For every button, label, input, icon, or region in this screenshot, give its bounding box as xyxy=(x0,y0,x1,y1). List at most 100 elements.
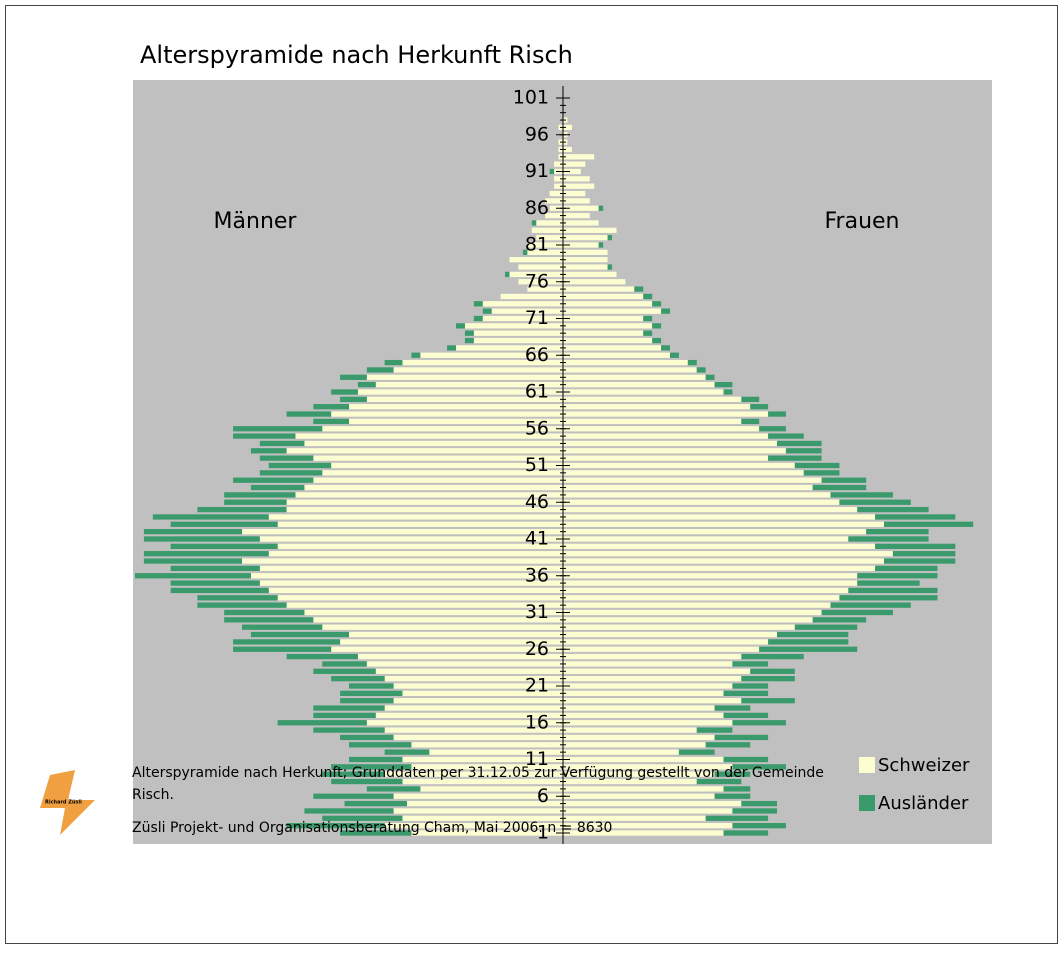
bar xyxy=(393,683,563,689)
y-tick-label: 16 xyxy=(525,711,549,733)
bar xyxy=(357,389,563,395)
bar xyxy=(563,418,742,425)
bar xyxy=(259,470,323,476)
bar xyxy=(197,506,287,513)
bar xyxy=(366,396,563,402)
bar xyxy=(554,183,563,189)
bar xyxy=(652,323,662,329)
bar xyxy=(366,661,563,667)
bar xyxy=(884,558,956,564)
bar xyxy=(830,602,911,608)
bar xyxy=(259,440,305,447)
bar xyxy=(563,227,617,233)
bar xyxy=(286,823,385,829)
bar xyxy=(563,720,733,726)
bar xyxy=(723,756,769,763)
bar xyxy=(563,279,626,285)
y-tick-label: 81 xyxy=(525,234,549,256)
bar xyxy=(607,264,613,270)
bar xyxy=(402,359,563,366)
bar xyxy=(233,639,341,645)
bar xyxy=(349,683,394,689)
footer-text: Züsli Projekt- und Organisationsberatung… xyxy=(132,820,612,836)
bar xyxy=(563,124,572,131)
bar xyxy=(768,639,849,645)
bar xyxy=(563,514,876,520)
bar xyxy=(563,823,733,829)
bar xyxy=(340,374,367,380)
bar xyxy=(634,286,644,292)
bar xyxy=(875,543,956,549)
bar xyxy=(741,800,777,807)
bar xyxy=(563,800,742,807)
bar xyxy=(563,793,715,799)
bar xyxy=(170,565,260,572)
bar xyxy=(331,764,412,770)
bar xyxy=(563,565,876,572)
bar xyxy=(563,484,813,491)
bar xyxy=(563,382,715,388)
logo-text: Richard Züsli xyxy=(45,800,82,806)
bar xyxy=(331,389,358,395)
bar xyxy=(313,668,376,674)
bar xyxy=(402,778,563,785)
bar xyxy=(563,529,867,535)
bar xyxy=(375,712,563,719)
bar xyxy=(812,617,867,623)
bar xyxy=(259,565,563,572)
bar xyxy=(482,308,492,314)
bar xyxy=(143,558,242,564)
bar xyxy=(768,455,822,461)
bar xyxy=(233,646,332,652)
bar xyxy=(563,580,858,586)
legend-swatch xyxy=(859,795,875,811)
bar xyxy=(563,146,572,153)
bar xyxy=(554,176,563,182)
bar xyxy=(322,426,563,432)
bar xyxy=(741,676,795,682)
bar xyxy=(563,543,876,549)
bar xyxy=(563,293,644,300)
bar xyxy=(340,734,394,741)
bar xyxy=(563,308,662,314)
y-tick-label: 96 xyxy=(525,123,549,145)
bar xyxy=(384,727,563,733)
bar xyxy=(563,617,813,623)
bar xyxy=(812,484,867,491)
y-tick-label: 36 xyxy=(525,564,549,586)
bar xyxy=(322,771,385,777)
bar xyxy=(563,242,599,248)
bar xyxy=(643,315,653,322)
bar xyxy=(857,580,920,586)
bar xyxy=(384,823,563,829)
y-tick-label: 61 xyxy=(525,381,549,403)
bar xyxy=(152,514,269,520)
y-tick-label: 91 xyxy=(525,160,549,182)
bar xyxy=(509,271,563,278)
bar xyxy=(563,345,662,351)
bar xyxy=(563,595,840,601)
bar xyxy=(143,529,242,535)
bar xyxy=(777,440,822,447)
bar xyxy=(233,426,323,432)
bar xyxy=(563,337,653,344)
bar xyxy=(250,573,563,579)
bar xyxy=(143,551,269,557)
bar xyxy=(563,727,697,733)
bar xyxy=(563,183,595,189)
bar xyxy=(170,543,278,549)
bar xyxy=(233,433,296,439)
bar xyxy=(563,749,679,755)
bar xyxy=(331,462,563,469)
bar xyxy=(402,756,563,763)
bar xyxy=(563,264,608,270)
bar xyxy=(357,382,376,388)
bar xyxy=(563,602,831,608)
bar xyxy=(563,683,733,689)
bar xyxy=(723,786,751,792)
bar xyxy=(563,257,608,263)
bar xyxy=(652,301,662,307)
bar xyxy=(563,396,742,402)
bar xyxy=(313,712,376,719)
